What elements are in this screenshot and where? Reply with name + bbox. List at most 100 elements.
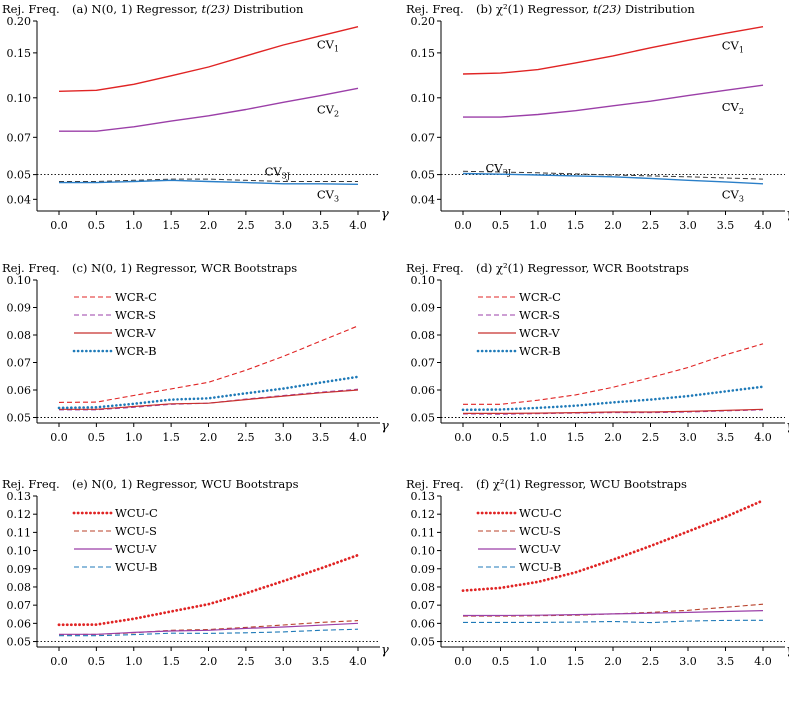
x-tick-label: 2.0 xyxy=(604,431,622,444)
y-tick-label: 0.07 xyxy=(411,131,436,144)
series-line-wcu-v xyxy=(59,622,359,635)
series-label-cv3: CV3 xyxy=(722,187,744,203)
y-tick-label: 0.08 xyxy=(411,581,436,594)
title-part: χ²(1) xyxy=(496,2,524,16)
x-axis-label: γ xyxy=(786,643,789,658)
y-tick-label: 0.04 xyxy=(7,193,32,206)
legend-label: WCU-S xyxy=(115,524,157,538)
x-tick-label: 0.0 xyxy=(50,431,68,444)
legend-label: WCR-S xyxy=(519,308,560,322)
title-part: (a) xyxy=(72,2,92,16)
y-tick-label: 0.10 xyxy=(411,545,436,558)
label-main: CV xyxy=(265,164,283,178)
series-line-wcr-v xyxy=(59,389,359,410)
title-part: Regressor, WCU Bootstraps xyxy=(521,477,687,491)
x-tick-label: 1.5 xyxy=(567,219,585,232)
title-part: (f) xyxy=(476,477,493,491)
y-tick-label: 0.07 xyxy=(411,599,436,612)
series-line-cv3 xyxy=(59,179,359,185)
y-tick-label: 0.05 xyxy=(7,412,32,425)
series-label-cv1: CV1 xyxy=(317,37,339,53)
y-tick-label: 0.20 xyxy=(7,15,32,28)
title-part: Distribution xyxy=(621,2,695,16)
panel-c: 0.05 0.06 0.07 0.08 0.09 0.10 0.0 0.5 1.0 1.5 2.0 2… xyxy=(2,261,389,444)
x-tick-label: 4.0 xyxy=(754,431,772,444)
y-tick-label: 0.10 xyxy=(411,92,436,105)
y-tick-label: 0.12 xyxy=(7,508,32,521)
legend-label: WCR-V xyxy=(519,326,560,340)
legend-label: WCU-V xyxy=(115,542,157,556)
title-part: (d) xyxy=(476,261,496,275)
x-tick-label: 0.0 xyxy=(454,219,472,232)
x-tick-label: 3.0 xyxy=(679,655,697,668)
label-subscript: 2 xyxy=(334,109,339,118)
panel-title: (e) N(0, 1) Regressor, WCU Bootstraps xyxy=(72,477,299,491)
y-tick-label: 0.06 xyxy=(411,384,436,397)
series-line-wcu-c xyxy=(57,553,360,627)
x-tick-label: 3.5 xyxy=(312,655,330,668)
x-tick-label: 2.5 xyxy=(642,655,660,668)
x-tick-label: 4.0 xyxy=(349,219,367,232)
y-tick-label: 0.15 xyxy=(7,47,32,60)
x-tick-label: 0.0 xyxy=(50,219,68,232)
title-part: Regressor, WCR Bootstraps xyxy=(524,261,689,275)
series-line-cv3j xyxy=(462,170,764,180)
x-tick-label: 2.0 xyxy=(604,219,622,232)
title-part: Regressor, WCR Bootstraps xyxy=(132,261,297,275)
label-subscript: 3J xyxy=(503,168,511,177)
x-tick-label: 2.0 xyxy=(604,655,622,668)
label-subscript: 3 xyxy=(334,194,339,203)
legend-label: WCU-B xyxy=(519,560,561,574)
y-axis-label: Rej. Freq. xyxy=(406,261,464,275)
legend-label: WCR-V xyxy=(115,326,156,340)
y-tick-label: 0.07 xyxy=(7,357,32,370)
y-tick-label: 0.05 xyxy=(411,636,436,649)
title-part: t(23) xyxy=(593,2,621,16)
x-tick-label: 0.0 xyxy=(454,431,472,444)
x-axis-label: γ xyxy=(786,419,789,434)
x-axis-label: γ xyxy=(381,207,389,222)
legend-label: WCR-C xyxy=(519,290,561,304)
series-line-wcu-v xyxy=(463,610,764,617)
series-line-wcr-v xyxy=(463,408,764,414)
legend-label: WCU-B xyxy=(115,560,157,574)
panel-f: 0.05 0.06 0.07 0.08 0.09 0.10 0.11 0.12 0.13 0.0 0… xyxy=(406,477,789,668)
y-tick-label: 0.05 xyxy=(7,169,32,182)
legend-label: WCR-C xyxy=(115,290,157,304)
x-tick-label: 3.0 xyxy=(679,431,697,444)
series-label-cv3: CV3 xyxy=(317,187,339,203)
panel-d: 0.05 0.06 0.07 0.08 0.09 0.10 0.0 0.5 1.0 1.5 2.0 2… xyxy=(406,261,789,444)
x-tick-label: 1.0 xyxy=(125,655,143,668)
series-label-cv2: CV2 xyxy=(317,102,339,118)
x-tick-label: 1.0 xyxy=(529,431,547,444)
label-subscript: 3 xyxy=(739,194,744,203)
x-tick-label: 3.0 xyxy=(275,219,293,232)
series-line-wcr-c xyxy=(58,325,359,403)
series-line-wcu-b xyxy=(59,628,359,637)
label-main: CV xyxy=(722,39,740,53)
y-tick-label: 0.05 xyxy=(411,169,436,182)
panel-title: (c) N(0, 1) Regressor, WCR Bootstraps xyxy=(72,261,297,275)
y-tick-label: 0.08 xyxy=(411,329,436,342)
legend-label: WCU-S xyxy=(519,524,561,538)
panel-title: (f) χ²(1) Regressor, WCU Bootstraps xyxy=(476,477,687,491)
label-subscript: 1 xyxy=(739,46,744,55)
series-label-cv3j: CV3J xyxy=(486,161,511,177)
legend-label: WCU-C xyxy=(115,506,158,520)
x-axis-label: γ xyxy=(786,207,789,222)
x-tick-label: 3.5 xyxy=(717,655,735,668)
series-label-cv3j: CV3J xyxy=(265,164,290,180)
label-subscript: 1 xyxy=(334,44,339,53)
x-tick-label: 1.0 xyxy=(529,219,547,232)
y-tick-label: 0.13 xyxy=(411,490,436,503)
title-part: χ²(1) xyxy=(496,261,524,275)
panel-title: (a) N(0, 1) Regressor, t(23) Distributio… xyxy=(72,2,304,16)
x-tick-label: 0.0 xyxy=(50,655,68,668)
y-tick-label: 0.15 xyxy=(411,47,436,60)
y-tick-label: 0.09 xyxy=(411,302,436,315)
series-line-cv1 xyxy=(462,26,764,75)
series-line-wcu-b xyxy=(463,619,764,624)
series-label-cv2: CV2 xyxy=(722,100,744,116)
x-axis-label: γ xyxy=(381,419,389,434)
x-tick-label: 4.0 xyxy=(349,431,367,444)
